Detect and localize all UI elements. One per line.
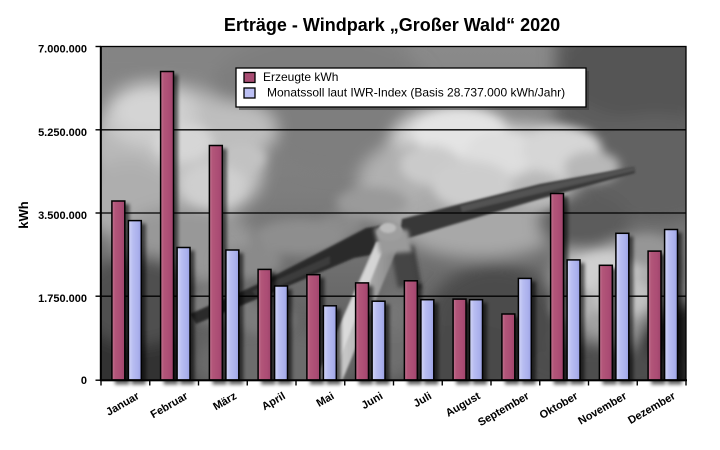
svg-text:5.250.000: 5.250.000 bbox=[38, 127, 87, 139]
svg-text:kWh: kWh bbox=[16, 201, 31, 229]
svg-text:0: 0 bbox=[81, 375, 87, 387]
svg-text:Monatssoll laut IWR-Index (Bas: Monatssoll laut IWR-Index (Basis 28.737.… bbox=[267, 86, 565, 100]
svg-text:3.500.000: 3.500.000 bbox=[38, 210, 87, 222]
svg-text:Erträge - Windpark „Großer Wal: Erträge - Windpark „Großer Wald“ 2020 bbox=[224, 15, 560, 35]
svg-text:7.000.000: 7.000.000 bbox=[38, 44, 87, 56]
svg-text:Erzeugte kWh: Erzeugte kWh bbox=[263, 70, 338, 84]
svg-text:1.750.000: 1.750.000 bbox=[38, 293, 87, 305]
